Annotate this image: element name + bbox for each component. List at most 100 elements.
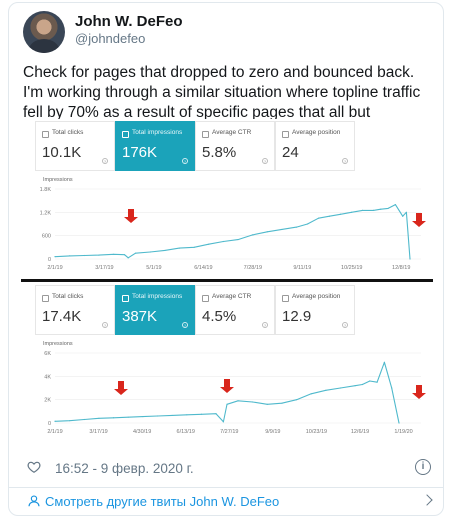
data-point [266, 403, 268, 405]
x-tick-label: 1/19/20 [394, 429, 412, 435]
data-point [98, 417, 100, 419]
data-point [354, 385, 356, 387]
data-point [339, 213, 342, 215]
data-point [112, 417, 115, 419]
tweet-card: John W. DeFeo @johndefeo Check for pages… [8, 2, 444, 516]
red-arrow-icon [412, 213, 426, 227]
more-tweets-label[interactable]: Смотреть другие твиты John W. DeFeo [45, 494, 280, 509]
checkbox-icon [42, 131, 49, 138]
impressions-series-line [54, 204, 411, 260]
y-tick-label: 4K [44, 374, 51, 380]
data-point [123, 254, 126, 256]
metric-total-impressions: Total impressions 176K ? [115, 121, 195, 171]
avatar[interactable] [23, 11, 65, 53]
red-arrow-icon [124, 209, 138, 223]
data-point [369, 380, 371, 382]
y-tick-label: 600 [42, 234, 51, 240]
data-point [112, 253, 115, 255]
info-icon[interactable]: i [415, 459, 431, 475]
impressions-chart-1: Impressions 1.8K 1.2K 600 0 2/1/19 3/17/19 5/1/… [40, 177, 426, 271]
impressions-chart-2: Impressions 6K 4K 2K 0 2/1/19 3/17/19 4/30/19 6/… [43, 341, 426, 435]
red-arrow-icon [412, 385, 426, 399]
help-icon: ? [342, 158, 348, 164]
help-icon: ? [182, 322, 188, 328]
data-point [164, 249, 166, 252]
metric-label: Average position [292, 293, 341, 300]
metric-value: 387K [122, 308, 158, 325]
author-name[interactable]: John W. DeFeo [75, 13, 183, 30]
data-point [215, 413, 217, 415]
x-tick-label: 2/1/19 [47, 429, 62, 435]
data-point [383, 361, 385, 363]
data-point [127, 416, 129, 418]
x-tick-label: 10/25/19 [341, 265, 362, 271]
data-point [306, 223, 309, 225]
x-tick-label: 7/28/19 [244, 265, 262, 271]
y-tick-label: 2K [44, 398, 51, 404]
data-point [178, 247, 181, 249]
data-point [281, 228, 283, 231]
data-point [252, 401, 254, 403]
tweet-timestamp[interactable]: 16:52 - 9 февр. 2020 г. [55, 461, 194, 476]
data-point [409, 258, 411, 260]
data-point [149, 251, 151, 253]
y-tick-label: 0 [48, 257, 51, 263]
help-icon: ? [262, 158, 268, 164]
data-point [310, 393, 312, 395]
y-axis-label: Impressions [43, 177, 73, 183]
x-tick-label: 5/1/19 [146, 265, 161, 271]
checkbox-icon [122, 295, 129, 302]
data-point [156, 415, 159, 417]
red-arrow-icon [220, 379, 234, 393]
search-console-panel-2: Total clicks 17.4K ? Total impressions 3… [23, 283, 431, 447]
data-point [222, 421, 224, 423]
data-point [222, 240, 224, 243]
x-tick-label: 9/11/19 [293, 265, 311, 271]
data-point [281, 402, 283, 404]
data-point [83, 254, 85, 257]
metric-average-ctr: Average CTR 4.5% ? [195, 285, 275, 335]
more-tweets-link[interactable]: Смотреть другие твиты John W. DeFeo [23, 493, 435, 511]
data-point [69, 255, 71, 257]
metric-cards: Total clicks 10.1K ? Total impressions 1… [35, 121, 355, 171]
metric-value: 4.5% [202, 308, 237, 325]
metric-average-position: Average position 24 ? [275, 121, 355, 171]
data-point [295, 226, 298, 228]
data-point [54, 420, 56, 422]
data-point [317, 217, 320, 219]
metric-label: Total clicks [52, 293, 84, 300]
data-point [350, 211, 353, 213]
metric-label: Total clicks [52, 129, 84, 136]
x-tick-label: 9/9/19 [265, 429, 280, 435]
metric-total-impressions: Total impressions 387K ? [115, 285, 195, 335]
metric-cards: Total clicks 17.4K ? Total impressions 3… [35, 285, 355, 335]
x-tick-label: 6/13/19 [177, 429, 195, 435]
metric-average-position: Average position 12.9 ? [275, 285, 355, 335]
checkbox-icon [282, 295, 289, 302]
author-handle[interactable]: @johndefeo [75, 31, 146, 46]
data-point [171, 414, 173, 417]
data-point [391, 387, 393, 389]
help-icon: ? [342, 322, 348, 328]
metric-value: 5.8% [202, 144, 237, 161]
data-point [237, 238, 239, 241]
x-tick-label: 7/27/19 [220, 429, 238, 435]
data-point [387, 207, 389, 210]
data-point [237, 400, 239, 402]
heart-icon[interactable] [27, 460, 41, 474]
data-point [325, 389, 327, 391]
data-point [186, 414, 188, 416]
y-tick-label: 6K [44, 351, 51, 357]
data-point [226, 403, 228, 405]
user-icon [28, 495, 40, 507]
data-point [380, 208, 382, 210]
help-icon: ? [102, 322, 108, 328]
search-console-panel-1: Total clicks 10.1K ? Total impressions 1… [23, 119, 431, 277]
image-divider [21, 279, 433, 282]
help-icon: ? [182, 158, 188, 164]
metric-label: Average position [292, 129, 341, 136]
data-point [402, 215, 404, 217]
attached-image[interactable]: Total clicks 10.1K ? Total impressions 1… [21, 119, 433, 447]
data-point [54, 256, 56, 258]
data-point [398, 422, 400, 424]
